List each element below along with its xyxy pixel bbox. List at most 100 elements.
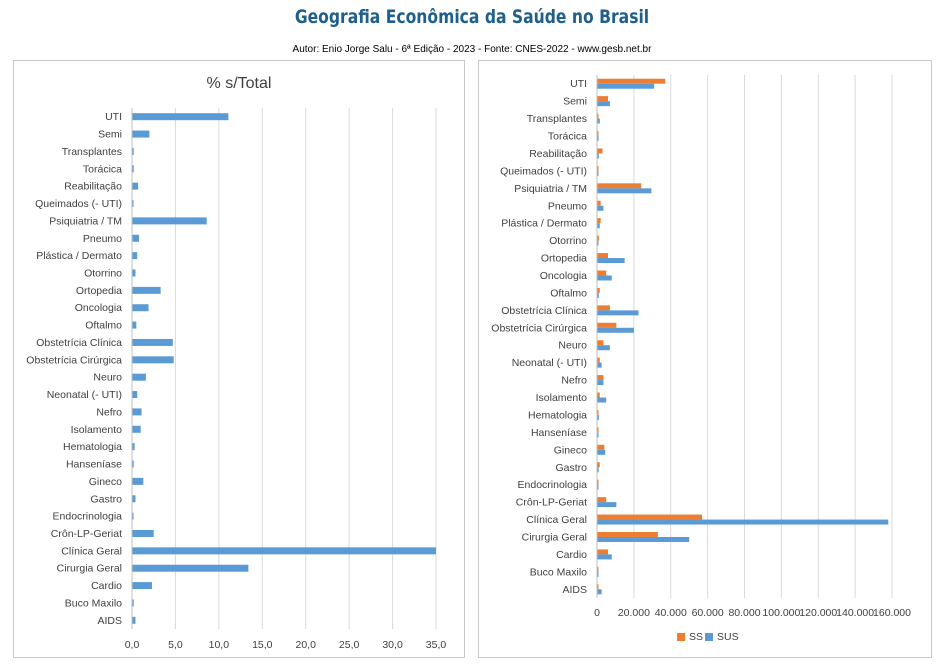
- bar: [132, 599, 134, 607]
- category-label: Plástica / Dermato: [36, 250, 122, 262]
- bar-ss: [597, 409, 599, 415]
- x-tick-label: 5,0: [168, 639, 183, 651]
- bar: [132, 564, 249, 572]
- bar-ss: [597, 340, 604, 346]
- bar: [132, 425, 141, 433]
- x-tick-label: 100.000: [762, 607, 800, 619]
- category-label: Oftalmo: [85, 320, 122, 332]
- bar: [132, 165, 134, 173]
- bar: [132, 477, 144, 485]
- category-label: Endocrinologia: [53, 511, 123, 523]
- category-label: Crôn-LP-Geriat: [51, 528, 122, 540]
- category-label: Obstetrícia Cirúrgica: [26, 354, 122, 366]
- x-tick-label: 80.000: [728, 607, 760, 619]
- bar: [132, 217, 207, 225]
- category-label: Reabilitação: [64, 181, 122, 193]
- category-label: Semi: [563, 96, 587, 108]
- category-label: AIDS: [97, 615, 122, 627]
- bar: [132, 391, 138, 399]
- bar: [132, 113, 229, 121]
- category-label: Psiquiatria / TM: [514, 183, 587, 195]
- category-label: Reabilitação: [529, 148, 587, 160]
- category-label: Cardio: [91, 580, 122, 592]
- bar-ss: [597, 305, 610, 311]
- bar-ss: [597, 584, 599, 590]
- category-label: AIDS: [562, 584, 587, 596]
- bar-sus: [597, 136, 599, 142]
- category-label: Nefro: [561, 375, 587, 387]
- category-label: Semi: [98, 129, 122, 141]
- category-label: Isolamento: [536, 392, 588, 404]
- bar-sus: [597, 484, 599, 490]
- bar: [132, 338, 173, 346]
- bar: [132, 321, 137, 329]
- bar: [132, 495, 136, 503]
- bar: [132, 529, 154, 537]
- bar-sus: [597, 205, 604, 211]
- bar-ss: [597, 462, 600, 468]
- bar-ss: [597, 96, 609, 102]
- bar-sus: [597, 240, 599, 246]
- x-tick-label: 40.000: [655, 607, 687, 619]
- bar-ss: [597, 165, 599, 171]
- x-tick-label: 120.000: [799, 607, 837, 619]
- bar-ss: [597, 514, 703, 520]
- category-label: Ortopedia: [76, 285, 122, 297]
- bar: [132, 182, 139, 190]
- x-tick-label: 160.000: [873, 607, 911, 619]
- chart-title: % s/Total: [207, 75, 272, 92]
- category-label: Buco Maxilo: [530, 566, 587, 578]
- category-label: Torácica: [83, 163, 122, 175]
- bar: [132, 616, 136, 624]
- bar-sus: [597, 519, 889, 525]
- category-label: Ortopedia: [541, 253, 587, 265]
- x-tick-label: 20.000: [618, 607, 650, 619]
- ss-sus-chart-panel: 0 20.000 40.000 60.000 80.000 100.000 120.000 1…: [478, 60, 932, 658]
- bar-sus: [597, 589, 602, 595]
- bar: [132, 130, 150, 138]
- bar: [132, 547, 436, 555]
- category-label: UTI: [105, 111, 122, 123]
- bar-ss: [597, 113, 599, 119]
- bar-ss: [597, 531, 658, 537]
- bar-ss: [597, 549, 609, 555]
- bar: [132, 408, 142, 416]
- bar-ss: [597, 566, 599, 572]
- category-label: Gineco: [89, 476, 122, 488]
- category-label: Plástica / Dermato: [501, 218, 587, 230]
- category-label: Cardio: [556, 549, 587, 561]
- bar-ss: [597, 357, 600, 363]
- category-label: Pneumo: [83, 233, 122, 245]
- bar-sus: [597, 170, 599, 176]
- category-label: Transplantes: [527, 113, 587, 125]
- category-label: Oftalmo: [550, 287, 587, 299]
- category-label: Transplantes: [62, 146, 122, 158]
- category-label: Hanseníase: [66, 459, 122, 471]
- bar-ss: [597, 148, 603, 154]
- bar-sus: [597, 432, 599, 438]
- category-label: Queimados (- UTI): [500, 165, 587, 177]
- bar-sus: [597, 449, 606, 455]
- bar-sus: [597, 571, 599, 577]
- x-tick-label: 15,0: [252, 639, 273, 651]
- bar: [132, 147, 134, 155]
- bar-sus: [597, 467, 599, 473]
- category-label: Cirurgia Geral: [522, 531, 587, 543]
- bar-sus: [597, 327, 634, 333]
- bar-sus: [597, 554, 612, 560]
- category-label: Oncologia: [540, 270, 587, 282]
- category-label: Clínica Geral: [61, 545, 122, 557]
- x-tick-label: 0: [594, 607, 600, 619]
- bar-sus: [597, 118, 600, 124]
- category-label: Otorrino: [84, 267, 122, 279]
- legend-swatch-sus: [705, 633, 713, 641]
- x-tick-label: 35,0: [426, 639, 447, 651]
- bar-ss: [597, 375, 604, 381]
- category-label: Torácica: [548, 131, 587, 143]
- category-label: Obstetrícia Cirúrgica: [491, 322, 587, 334]
- category-label: Hematologia: [528, 409, 587, 421]
- bar-ss: [597, 392, 600, 398]
- category-label: Obstetrícia Clínica: [501, 305, 587, 317]
- bar-ss: [597, 479, 599, 485]
- category-label: Neuro: [558, 340, 587, 352]
